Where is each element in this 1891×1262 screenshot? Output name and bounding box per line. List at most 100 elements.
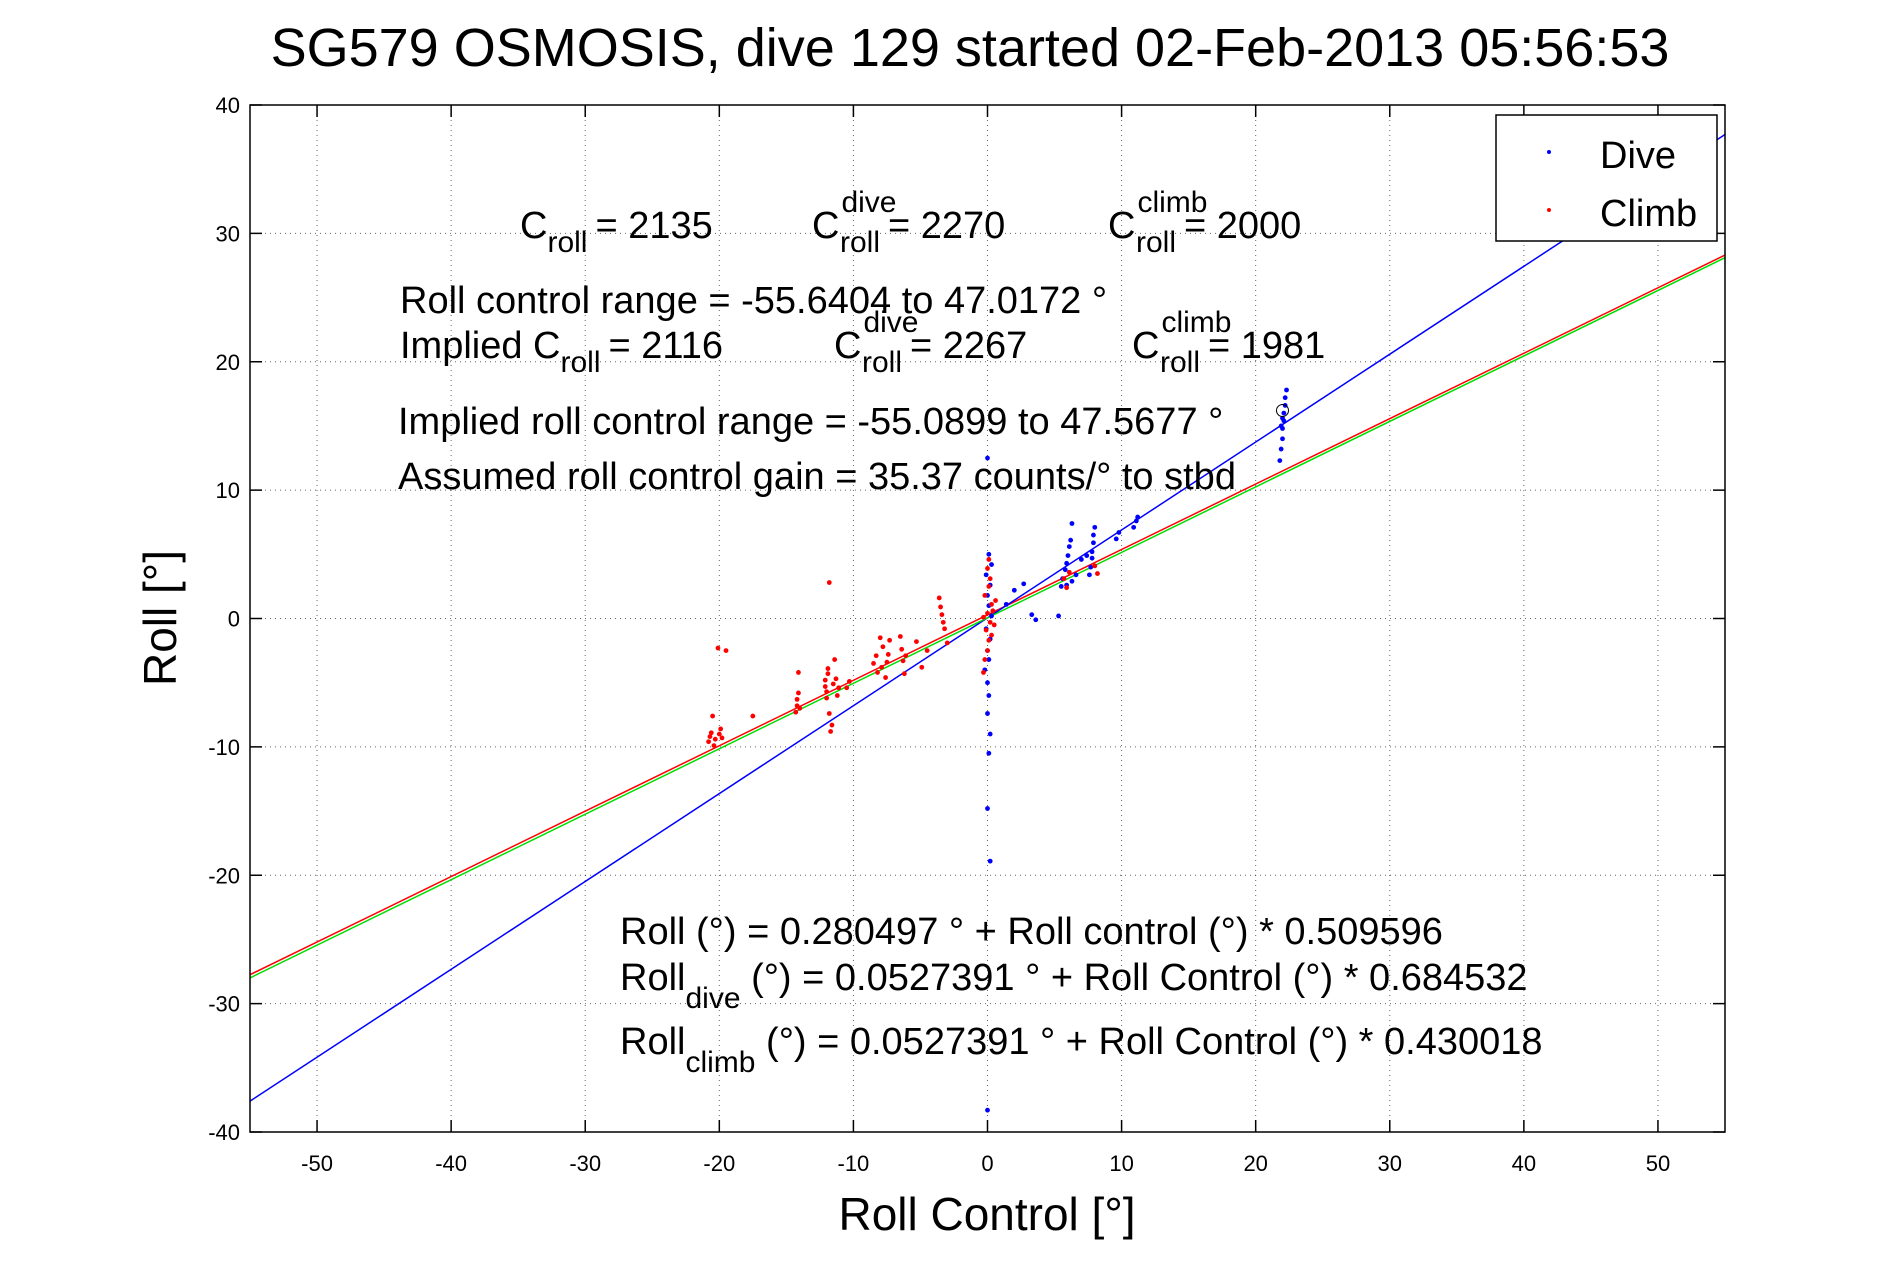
data-point — [1064, 560, 1070, 566]
data-point — [887, 637, 893, 643]
implied-c-roll-annotation: Implied Croll = 2116 — [400, 325, 723, 379]
legend: Dive Climb — [1495, 114, 1718, 242]
data-point — [822, 684, 828, 689]
data-point — [914, 639, 919, 645]
data-point — [826, 580, 832, 585]
data-point — [834, 693, 840, 698]
data-point — [986, 557, 992, 562]
x-tick-label: 20 — [1243, 1151, 1267, 1176]
data-point — [873, 653, 879, 659]
y-tick-label: -30 — [208, 992, 240, 1017]
implied-c-roll-climb-annotation: Cclimb roll = 1981 — [1132, 306, 1325, 379]
x-tick-label: -30 — [569, 1151, 601, 1176]
data-point — [986, 750, 992, 756]
data-point — [846, 679, 852, 684]
data-point — [824, 689, 829, 695]
data-point — [1073, 572, 1079, 578]
data-point — [989, 632, 994, 638]
data-point — [1029, 612, 1035, 618]
data-point — [982, 657, 988, 662]
y-tick-label: 20 — [216, 350, 240, 375]
data-point — [1089, 549, 1095, 555]
data-point — [985, 610, 990, 616]
data-point — [884, 659, 890, 665]
data-point — [1088, 564, 1094, 570]
data-point — [903, 653, 909, 659]
data-point — [1069, 578, 1075, 584]
x-tick-label: -10 — [838, 1151, 870, 1176]
data-point — [796, 670, 801, 675]
fit-line — [249, 257, 1726, 979]
data-point — [939, 612, 945, 618]
axis-ticks: -50 -40 -30 -20 -10 0 10 20 30 40 50 -40 -30 -20 -10 0 1… — [208, 93, 1725, 1176]
data-point — [1078, 557, 1084, 562]
data-point — [987, 619, 993, 625]
data-point — [1092, 524, 1098, 530]
data-point — [1280, 436, 1285, 442]
y-tick-label: -20 — [208, 863, 240, 888]
data-point — [944, 640, 950, 646]
data-point — [989, 562, 994, 567]
data-point — [1278, 423, 1284, 429]
data-point — [986, 637, 992, 643]
legend-dive-marker — [1547, 150, 1551, 154]
data-point — [985, 806, 990, 811]
data-point — [1003, 601, 1009, 607]
data-point — [982, 592, 988, 598]
grid — [250, 105, 1725, 1132]
x-tick-label: 30 — [1378, 1151, 1402, 1176]
data-point — [1277, 458, 1283, 463]
data-point — [1058, 584, 1064, 589]
data-point — [1069, 521, 1075, 526]
data-point — [989, 601, 994, 607]
data-point — [710, 713, 716, 719]
data-point — [832, 657, 838, 662]
data-point — [833, 676, 839, 682]
data-point — [825, 666, 831, 671]
reference-point-marker — [1276, 404, 1289, 418]
x-tick-label: -50 — [301, 1151, 333, 1176]
roll-equation: Roll (°) = 0.280497 ° + Roll control (°)… — [620, 911, 1443, 953]
y-tick-label: -10 — [208, 735, 240, 760]
data-point — [880, 644, 886, 650]
data-point — [1087, 572, 1092, 578]
roll-control-range-text: Roll control range = -55.6404 to 47.0172… — [400, 280, 1107, 322]
data-point — [901, 671, 907, 677]
data-point — [877, 635, 883, 641]
data-point — [985, 1107, 990, 1113]
data-point — [985, 566, 990, 571]
data-point — [1056, 613, 1061, 619]
data-point — [1011, 587, 1017, 593]
data-point — [1116, 530, 1122, 535]
data-point — [1281, 410, 1287, 416]
data-point — [885, 652, 891, 657]
data-point — [796, 690, 801, 696]
data-point — [985, 680, 990, 686]
data-point — [897, 634, 903, 639]
data-point — [707, 734, 713, 740]
data-point — [1280, 415, 1285, 421]
x-tick-label: 10 — [1109, 1151, 1133, 1176]
data-point — [1095, 571, 1100, 576]
data-point — [708, 730, 714, 736]
data-point — [991, 622, 997, 628]
data-point — [1133, 518, 1139, 524]
data-point — [826, 711, 832, 716]
data-point — [993, 598, 998, 603]
data-point — [1065, 553, 1071, 558]
x-tick-label: 0 — [981, 1151, 993, 1176]
data-point — [825, 671, 831, 677]
data-point — [986, 551, 992, 557]
data-point — [924, 648, 930, 653]
data-point — [1061, 576, 1067, 582]
data-point — [844, 685, 850, 691]
x-tick-label: -40 — [435, 1151, 467, 1176]
data-point — [919, 664, 925, 670]
data-point — [985, 648, 990, 653]
data-point — [822, 677, 828, 683]
y-tick-label: 0 — [228, 607, 240, 632]
data-point — [1021, 581, 1027, 587]
data-point — [899, 646, 905, 652]
data-point — [706, 739, 711, 745]
x-tick-label: -20 — [703, 1151, 735, 1176]
